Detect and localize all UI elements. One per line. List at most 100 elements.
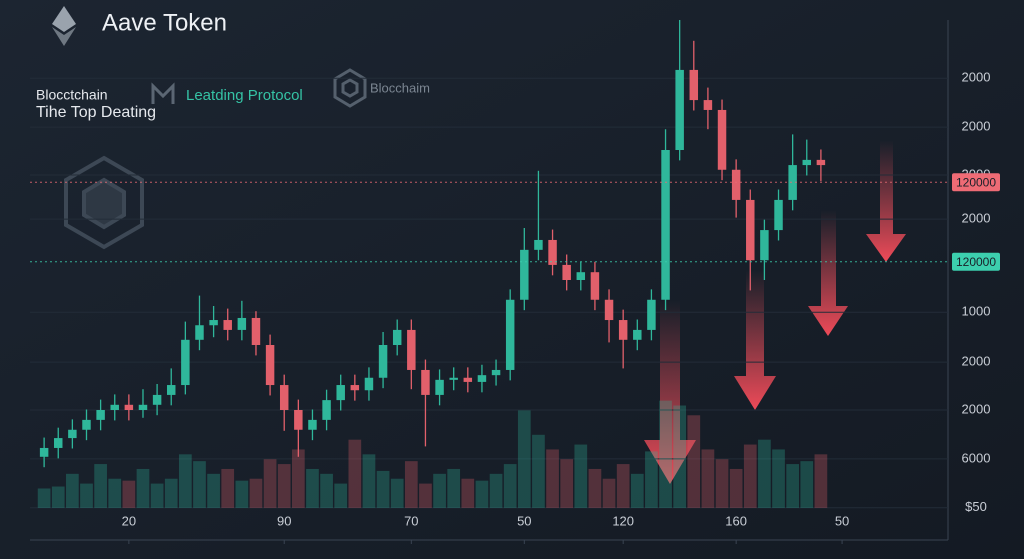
candle-body <box>449 377 458 380</box>
annotation: Blocctchain <box>36 87 108 103</box>
price-label: 120000 <box>956 175 996 189</box>
volume-bar <box>630 473 644 508</box>
candle-body <box>491 369 501 376</box>
volume-bar <box>334 483 348 508</box>
volume-bar <box>178 454 192 508</box>
volume-bar <box>376 470 390 508</box>
candle-body <box>576 272 586 280</box>
candle-body <box>336 385 345 401</box>
volume-bar <box>743 444 757 508</box>
x-tick-label: 50 <box>517 513 531 528</box>
volume-bar <box>701 449 715 508</box>
candle-body <box>96 410 105 420</box>
volume-bar <box>249 478 263 508</box>
y-tick-label: $50 <box>965 499 987 514</box>
volume-bar <box>588 468 602 508</box>
volume-bar <box>291 449 305 508</box>
candle-body <box>237 317 247 330</box>
x-tick-label: 20 <box>122 513 136 528</box>
volume-bar <box>517 410 531 508</box>
candle-body <box>138 404 148 410</box>
logo <box>52 6 76 46</box>
candle-body <box>181 339 190 386</box>
y-tick-label: 6000 <box>962 450 991 465</box>
volume-bar <box>193 461 206 508</box>
annotation: Tihe Top Deating <box>36 104 156 121</box>
volume-bar <box>51 486 65 508</box>
volume-bar <box>362 454 376 508</box>
candle-body <box>463 377 473 382</box>
volume-bar <box>164 478 178 508</box>
volume-bar <box>489 473 503 508</box>
candle-body <box>378 345 388 378</box>
candle-body <box>308 419 317 430</box>
volume-bar <box>503 464 517 508</box>
candle-body <box>265 345 275 386</box>
candle-body <box>703 100 713 110</box>
candle-body <box>760 230 769 261</box>
volume-bar <box>673 405 687 508</box>
candle-body <box>279 385 289 410</box>
volume-bar <box>348 439 362 508</box>
volume-bar <box>419 483 432 508</box>
candle-body <box>68 429 77 439</box>
candle-body <box>251 317 261 345</box>
volume-bar <box>277 464 291 508</box>
candle-body <box>435 379 444 395</box>
volume-bar <box>786 464 800 508</box>
volume-bar <box>461 478 475 508</box>
volume-bar <box>433 473 446 508</box>
volume-bar <box>532 434 545 508</box>
candle-body <box>604 299 614 321</box>
volume-bar <box>616 464 630 508</box>
watermark <box>64 155 144 250</box>
candle-body <box>618 320 628 340</box>
candle-body <box>110 404 119 410</box>
candle-body <box>802 159 812 166</box>
volume-bar <box>108 478 122 508</box>
candle-body <box>689 69 699 101</box>
candle-body <box>294 410 303 430</box>
price-label-box <box>952 173 1000 192</box>
y-tick-label: 2000 <box>962 401 991 416</box>
candle-body <box>82 419 91 430</box>
volume-bar <box>772 449 785 508</box>
chart-title: Aave Token <box>102 9 227 36</box>
volume-bar <box>37 488 51 508</box>
x-tick-label: 50 <box>835 513 849 528</box>
candle-body <box>407 329 416 370</box>
annotation: Blocchaim <box>370 80 430 95</box>
y-tick-label: 2000 <box>962 354 991 369</box>
candle-body <box>392 329 402 345</box>
candle-body <box>562 264 571 280</box>
x-tick-label: 90 <box>277 513 291 528</box>
down-arrows <box>644 140 906 484</box>
volume-bar <box>122 480 136 508</box>
volume-bar <box>560 459 574 508</box>
volume-bar <box>306 468 319 508</box>
candle-body <box>731 169 741 200</box>
candle-body <box>166 385 176 395</box>
volume-bar <box>602 478 616 508</box>
candle-body <box>350 385 360 391</box>
volume-bar <box>574 444 588 508</box>
candle-body <box>54 438 63 448</box>
volume-bar <box>645 451 658 508</box>
volume-bar <box>659 400 672 508</box>
candle-body <box>675 69 684 150</box>
x-tick-label: 70 <box>404 513 418 528</box>
candle-body <box>39 447 49 457</box>
candle-body <box>548 239 557 265</box>
candle-body <box>421 369 430 395</box>
volume-bar <box>390 478 404 508</box>
volume-bar <box>207 473 220 508</box>
candle-body <box>788 165 797 200</box>
volume-bar <box>80 483 93 508</box>
volume-bar <box>136 468 150 508</box>
volume-bar <box>729 468 743 508</box>
candle-body <box>364 377 374 391</box>
candle-body <box>520 249 529 300</box>
volume-bar <box>546 449 559 508</box>
volume-bar <box>263 459 277 508</box>
